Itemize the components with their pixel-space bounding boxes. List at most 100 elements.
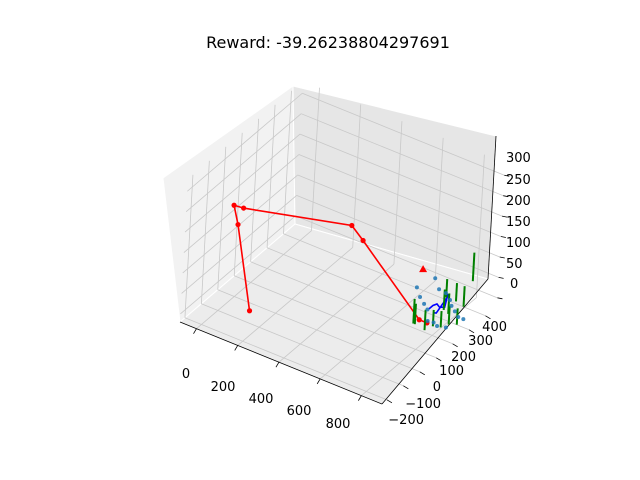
sample-point [447, 298, 452, 303]
gridline-y-left [250, 118, 260, 262]
z-tick-label: 50 [506, 257, 523, 272]
gridline-z-left [184, 133, 301, 233]
gridline-x-back [311, 87, 320, 231]
obstacle-segment [439, 311, 443, 328]
x-tick [234, 345, 239, 351]
sample-point [431, 320, 436, 325]
y-tick-labels: −200 −100 0 100 200 300 400 [388, 320, 507, 428]
sample-point [452, 309, 457, 314]
axes-panes [162, 85, 497, 405]
gridline-y-left [266, 104, 276, 248]
gridline-y-floor [250, 261, 453, 345]
gridlines [180, 87, 505, 401]
sample-point [437, 287, 442, 292]
trajectory-point [349, 222, 355, 229]
obstacle-segment [471, 252, 476, 282]
sample-point [425, 307, 430, 312]
goal-marker [419, 265, 428, 273]
gridline-x-floor [319, 280, 436, 380]
gridline-y-floor [234, 275, 437, 359]
z-tick-label: 0 [510, 277, 518, 292]
y-tick [403, 385, 409, 390]
gridline-z-left [180, 215, 296, 315]
gridline-y-left [217, 146, 227, 290]
z-tick-label: 250 [506, 173, 531, 188]
obstacle-segment [454, 282, 458, 302]
y-tick-label: 300 [468, 334, 493, 349]
trajectory-line [233, 204, 428, 324]
sample-point [422, 301, 427, 306]
gridline-y-left [283, 90, 292, 234]
gridline-z-back [301, 113, 504, 197]
gridline-x-back [352, 104, 362, 248]
sample-point [425, 319, 430, 324]
x-tick-labels: 0 200 400 600 800 [182, 367, 351, 432]
x-tick-label: 600 [287, 404, 312, 419]
trajectory-point [246, 308, 253, 314]
z-tick [500, 236, 506, 238]
gridline-x-back [475, 154, 485, 298]
obstacle-segment [412, 298, 416, 324]
y-tick [452, 343, 458, 348]
sample-point [418, 295, 423, 300]
sample-point [456, 314, 461, 319]
y-tick-label: 0 [433, 380, 441, 395]
y-axis-line [381, 278, 489, 405]
gridline-x-floor [237, 247, 353, 346]
gridline-z-left [187, 92, 303, 192]
z-tick-labels: 0 50 100 150 200 250 300 [506, 151, 531, 292]
gridline-x-floor [196, 230, 312, 329]
gridline-z-back [296, 195, 499, 278]
gridline-y-floor [201, 303, 404, 387]
sample-point [433, 276, 438, 281]
trajectory-point [241, 205, 247, 211]
x-tick-label: 800 [326, 417, 351, 432]
x-tick-label: 400 [249, 392, 274, 407]
z-tick-label: 200 [506, 194, 531, 209]
gridline-y-left [233, 132, 243, 276]
gridline-x-back [393, 121, 403, 265]
sample-point [435, 323, 440, 328]
y-tick-label: −200 [388, 413, 424, 428]
gridline-y-floor [283, 233, 486, 317]
x-tick [275, 361, 280, 368]
z-tick [499, 256, 505, 259]
y-tick [468, 329, 475, 334]
obstacle-segment [447, 306, 451, 325]
sample-point [443, 325, 448, 330]
gridline-z-back [297, 174, 500, 258]
y-tick [386, 399, 393, 404]
gridline-z-left [183, 154, 300, 253]
z-tick-label: 100 [506, 236, 531, 251]
gridline-z-back [299, 133, 503, 217]
obstacle-segment [462, 286, 466, 307]
gridline-z-left [181, 195, 297, 294]
x-tick-label: 0 [182, 367, 190, 382]
gridline-y-left [200, 160, 210, 304]
gridline-y-floor [217, 289, 420, 373]
trajectory-point [416, 317, 422, 323]
obstacle-segment [423, 309, 427, 331]
trajectory-point [231, 202, 237, 208]
gridline-y-floor [184, 317, 388, 401]
x-tick-label: 200 [211, 380, 236, 395]
y-tick [419, 371, 425, 376]
z-tick [503, 195, 509, 198]
gridline-z-left [185, 113, 302, 212]
y-tick-label: 200 [451, 350, 476, 365]
tick-marks [193, 174, 510, 404]
gridline-z-back [298, 154, 502, 237]
y-tick [485, 315, 491, 320]
z-tick-label: 150 [506, 215, 531, 230]
gridline-x-floor [278, 263, 395, 363]
gridline-y-floor [266, 247, 470, 331]
z-tick [497, 297, 503, 300]
y-tick-label: −100 [405, 397, 441, 412]
x-tick [316, 378, 321, 385]
sample-point [414, 285, 419, 290]
gridline-x-back [434, 137, 444, 281]
y-tick-label: 400 [482, 320, 507, 335]
y-tick-label: 100 [439, 364, 464, 379]
